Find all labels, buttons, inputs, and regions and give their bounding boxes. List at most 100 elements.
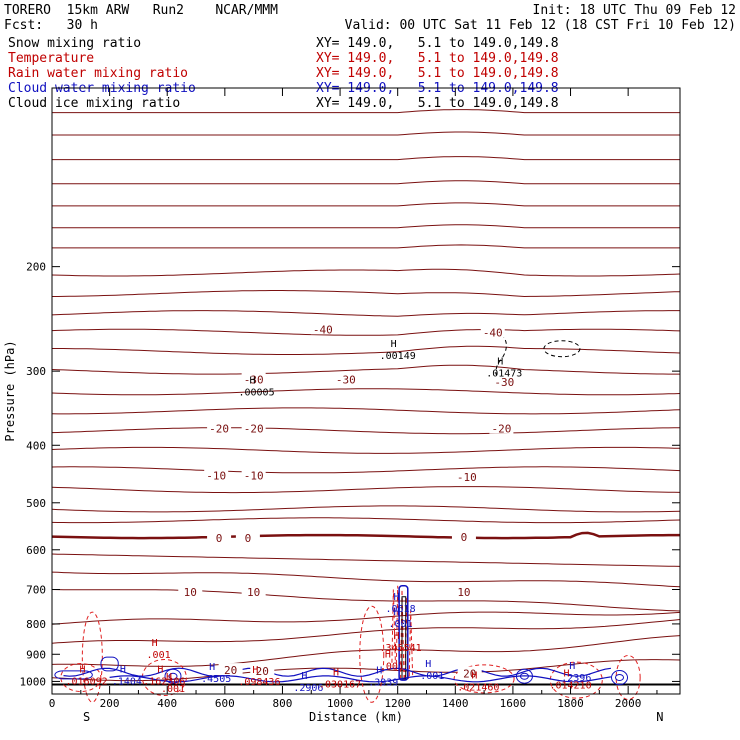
isotherm-line — [52, 156, 680, 161]
isotherm-line — [51, 388, 681, 396]
maximum-label: .001 — [420, 671, 444, 682]
south-label: S — [83, 710, 90, 724]
isotherm-line — [52, 224, 680, 229]
temperature-label: -40 — [313, 323, 333, 336]
maximum-label: .1404 — [112, 676, 142, 687]
temperature-label-bg — [451, 530, 476, 543]
temperature-label-bg — [235, 530, 260, 543]
rain-contour — [391, 589, 396, 663]
temperature-label-bg — [492, 375, 517, 388]
rain-contour — [81, 611, 103, 703]
rain-contour — [400, 589, 405, 679]
maximum-label: .4505 — [201, 674, 231, 685]
cloud-water-contour — [515, 668, 533, 684]
isotherm-line — [51, 635, 681, 667]
field-temperature-label: Temperature — [8, 51, 95, 66]
x-tick-label: 1200 — [384, 697, 411, 710]
y-tick-label: 800 — [26, 618, 46, 631]
temperature-label-bg — [207, 530, 232, 543]
maximum-marker: H — [252, 665, 258, 676]
forecast-hour: Fcst: 30 h — [4, 18, 98, 33]
isotherm-line — [51, 364, 680, 375]
x-tick-label: 200 — [100, 697, 120, 710]
x-tick-label: 1600 — [500, 697, 527, 710]
y-tick-label: 900 — [26, 648, 46, 661]
temperature-label: -40 — [483, 326, 503, 339]
maximum-marker: H — [394, 631, 400, 642]
maximum-marker: H — [425, 659, 431, 670]
init-time: Init: 18 UTC Thu 09 Feb 12 — [532, 3, 737, 18]
maximum-marker: H — [301, 671, 307, 682]
isotherm-line — [52, 202, 680, 207]
y-tick-label: 400 — [26, 439, 46, 452]
isotherm-line — [52, 290, 681, 298]
isotherm-line — [51, 427, 681, 435]
valid-time: Valid: 00 UTC Sat 11 Feb 12 (18 CST Fri … — [344, 18, 736, 33]
temperature-label-bg — [310, 322, 335, 335]
temperature-label: -20 — [244, 423, 264, 436]
maximum-label: .098436 — [238, 677, 280, 688]
temperature-label-bg — [178, 585, 203, 598]
rain-contour — [408, 610, 414, 677]
temperature-label-bg — [457, 666, 482, 679]
temperature-label: 0 — [245, 532, 252, 545]
isotherm-line — [52, 131, 680, 136]
isotherm-line — [52, 244, 680, 249]
x-tick-label: 2000 — [615, 697, 642, 710]
isotherm-line — [51, 446, 681, 454]
temperature-label: -30 — [494, 376, 514, 389]
maximum-marker: H — [385, 649, 391, 660]
maximum-label: .001 — [389, 619, 413, 630]
temperature-label: -20 — [209, 423, 229, 436]
maximum-label: .00005 — [238, 388, 274, 399]
y-axis-label: Pressure (hPa) — [3, 340, 17, 441]
temperature-label-bg — [489, 421, 514, 434]
maximum-marker: H — [394, 592, 400, 603]
maximum-marker: H — [564, 668, 570, 679]
maximum-label: .021460 — [457, 682, 499, 693]
y-tick-label: 200 — [26, 261, 46, 274]
temperature-label-bg — [250, 663, 275, 676]
temperature-label-bg — [241, 468, 266, 481]
maximum-marker: H — [152, 638, 158, 649]
cloud-water-contour — [519, 672, 529, 680]
field-rain-xy: XY= 149.0, 5.1 to 149.0,149.8 — [316, 66, 559, 81]
isotherm-line — [52, 180, 680, 185]
maximum-marker: H — [376, 666, 382, 677]
freezing-level-line — [51, 531, 680, 540]
isotherm-line — [51, 268, 681, 277]
maximum-label: .0618 — [386, 604, 416, 615]
temperature-label: 10 — [184, 586, 197, 599]
cloud-water-contour — [109, 675, 611, 683]
cloud-water-contour — [615, 674, 625, 682]
isotherm-line — [51, 619, 681, 644]
y-tick-label: 300 — [26, 365, 46, 378]
rain-contour — [141, 659, 187, 697]
x-tick-label: 600 — [215, 697, 235, 710]
field-snow-xy: XY= 149.0, 5.1 to 149.0,149.8 — [316, 36, 559, 51]
temperature-label: -10 — [244, 470, 264, 483]
cloud-water-contour — [168, 672, 178, 680]
x-tick-label: 1800 — [557, 697, 584, 710]
maximum-marker: H — [120, 664, 126, 675]
plot-frame — [51, 87, 681, 695]
temperature-label-bg — [480, 325, 505, 338]
x-tick-label: 1000 — [327, 697, 354, 710]
maximum-marker: H — [166, 672, 172, 683]
temperature-label: -20 — [491, 423, 511, 436]
cloud-water-contour — [611, 670, 629, 686]
temperature-label: 0 — [216, 532, 223, 545]
temperature-label: 20 — [256, 665, 269, 678]
temperature-label-bg — [241, 372, 266, 385]
isotherm-line — [51, 589, 681, 612]
temperature-label-bg — [451, 585, 476, 598]
maximum-marker: H — [471, 670, 477, 681]
maximum-label: .001 — [161, 684, 185, 695]
maximum-label: .162306 — [143, 676, 185, 687]
cloud-water-contour — [398, 585, 409, 681]
isotherm-line — [51, 310, 680, 317]
maximum-marker: H — [569, 661, 575, 672]
maximum-marker: H — [394, 607, 400, 618]
field-temperature-xy: XY= 149.0, 5.1 to 149.0,149.8 — [316, 51, 559, 66]
